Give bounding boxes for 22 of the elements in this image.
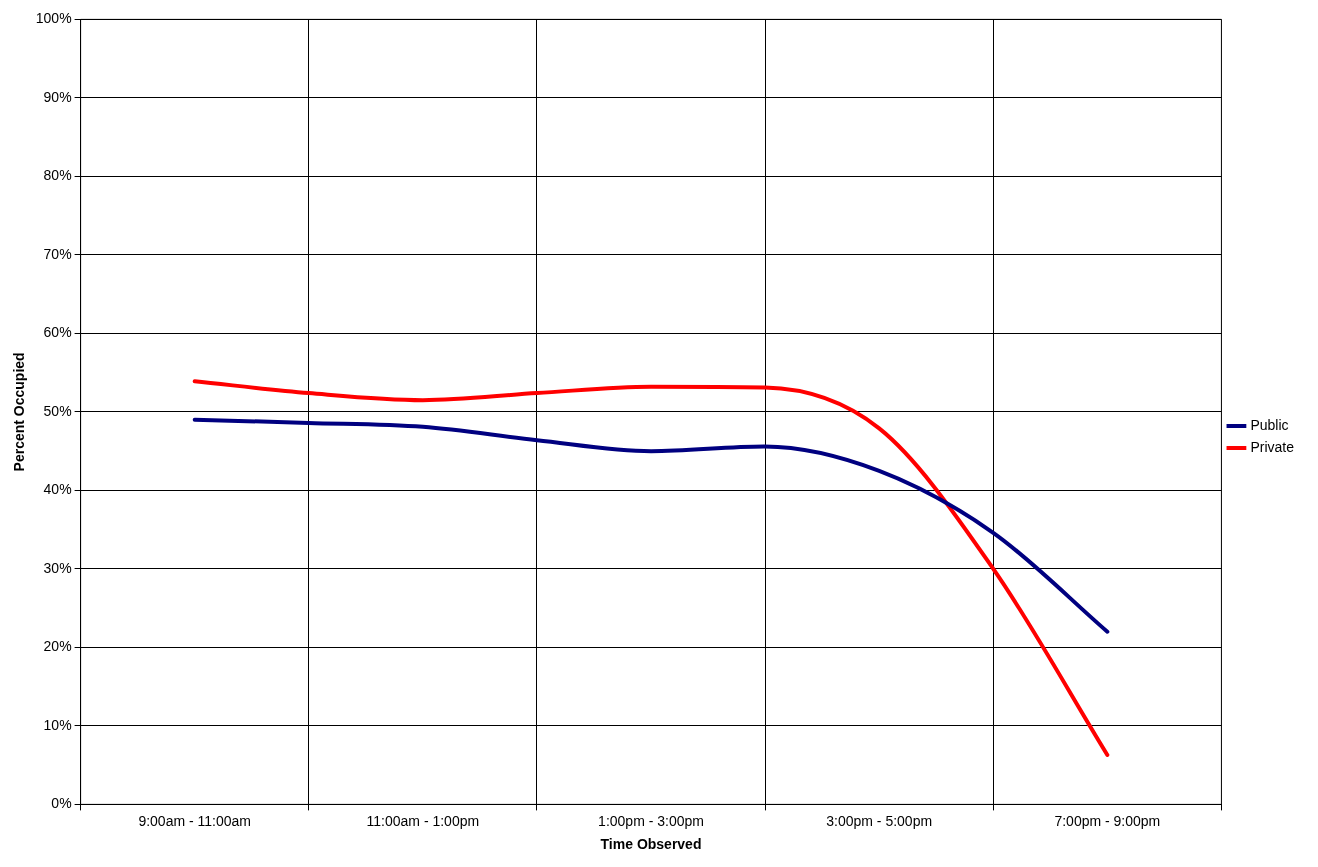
y-tick-label: 80% (43, 167, 72, 184)
y-tick-label: 10% (43, 716, 72, 733)
line-series (192, 379, 1110, 757)
y-tick-label: 30% (43, 559, 72, 576)
y-tick-label: 40% (43, 481, 72, 498)
legend-label: Private (1250, 438, 1295, 455)
x-tick-label: 7:00pm - 9:00pm (1054, 812, 1161, 829)
y-tick-label: 60% (43, 324, 72, 341)
legend-label: Public (1250, 416, 1289, 433)
x-axis-title: Time Observed (600, 836, 702, 853)
y-axis-title: Percent Occupied (11, 352, 28, 472)
x-tick-label: 9:00am - 11:00am (138, 812, 251, 829)
y-tick-label: 100% (35, 10, 72, 27)
line-series (192, 417, 1110, 634)
y-tick-label: 20% (43, 638, 72, 655)
y-tick-label: 50% (43, 402, 72, 419)
x-tick-label: 3:00pm - 5:00pm (826, 812, 933, 829)
x-tick-label: 1:00pm - 3:00pm (598, 812, 704, 829)
y-tick-label: 0% (51, 795, 72, 812)
y-tick-label: 70% (43, 245, 72, 262)
x-tick-label: 11:00am - 1:00pm (366, 812, 480, 829)
y-tick-label: 90% (43, 88, 72, 105)
